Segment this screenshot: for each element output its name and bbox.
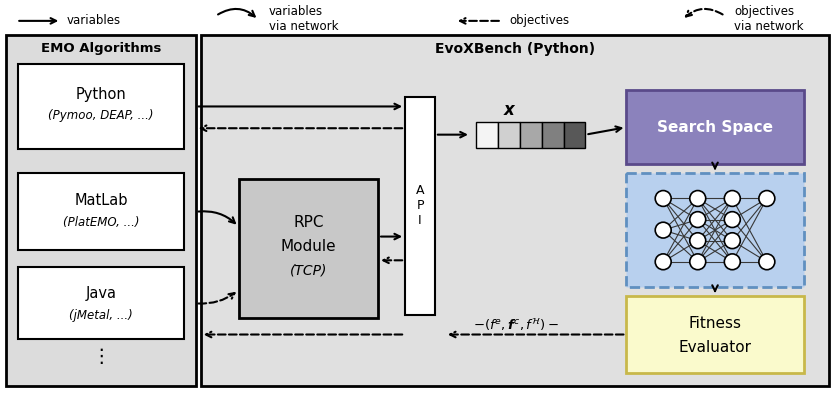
FancyBboxPatch shape xyxy=(498,122,520,147)
FancyBboxPatch shape xyxy=(564,122,585,147)
FancyBboxPatch shape xyxy=(239,179,378,318)
FancyBboxPatch shape xyxy=(542,122,564,147)
Text: variables
via network: variables via network xyxy=(269,5,338,33)
Text: objectives: objectives xyxy=(510,14,570,27)
Circle shape xyxy=(690,191,706,206)
Circle shape xyxy=(690,254,706,270)
FancyBboxPatch shape xyxy=(7,35,196,386)
Text: (Pymoo, DEAP, ...): (Pymoo, DEAP, ...) xyxy=(49,109,154,122)
Text: variables: variables xyxy=(66,14,120,27)
Text: Search Space: Search Space xyxy=(657,120,773,135)
FancyBboxPatch shape xyxy=(627,90,804,164)
FancyBboxPatch shape xyxy=(627,296,804,373)
FancyBboxPatch shape xyxy=(405,97,435,315)
FancyBboxPatch shape xyxy=(627,173,804,287)
Circle shape xyxy=(724,254,740,270)
Text: MatLab: MatLab xyxy=(74,194,128,208)
Text: EMO Algorithms: EMO Algorithms xyxy=(41,42,161,55)
Text: objectives
via network: objectives via network xyxy=(734,5,803,33)
Circle shape xyxy=(759,254,774,270)
Circle shape xyxy=(655,191,671,206)
FancyBboxPatch shape xyxy=(475,122,498,147)
Circle shape xyxy=(759,191,774,206)
Circle shape xyxy=(724,191,740,206)
Text: EvoXBench (Python): EvoXBench (Python) xyxy=(434,42,595,55)
Text: Java: Java xyxy=(86,286,117,302)
Text: Evaluator: Evaluator xyxy=(679,340,752,355)
FancyBboxPatch shape xyxy=(18,173,184,250)
Text: Fitness: Fitness xyxy=(689,316,742,331)
FancyBboxPatch shape xyxy=(201,35,828,386)
Circle shape xyxy=(655,222,671,238)
Circle shape xyxy=(724,233,740,249)
Circle shape xyxy=(724,212,740,228)
Text: A
P
I: A P I xyxy=(416,184,424,227)
Text: (jMetal, ...): (jMetal, ...) xyxy=(69,309,133,322)
Circle shape xyxy=(690,212,706,228)
Circle shape xyxy=(655,254,671,270)
FancyBboxPatch shape xyxy=(520,122,542,147)
Text: (TCP): (TCP) xyxy=(290,263,327,277)
Text: Module: Module xyxy=(281,239,336,254)
FancyBboxPatch shape xyxy=(18,64,184,149)
FancyBboxPatch shape xyxy=(18,267,184,339)
Text: ⋮: ⋮ xyxy=(92,347,111,366)
Circle shape xyxy=(690,233,706,249)
Text: Python: Python xyxy=(76,87,127,102)
Text: $\boldsymbol{x}$: $\boldsymbol{x}$ xyxy=(503,101,517,119)
Text: (PlatEMO, ...): (PlatEMO, ...) xyxy=(63,216,139,229)
Text: $-(f^e, \boldsymbol{f}^c, f^\mathcal{H})-$: $-(f^e, \boldsymbol{f}^c, f^\mathcal{H})… xyxy=(473,317,559,333)
Text: RPC: RPC xyxy=(293,215,323,230)
